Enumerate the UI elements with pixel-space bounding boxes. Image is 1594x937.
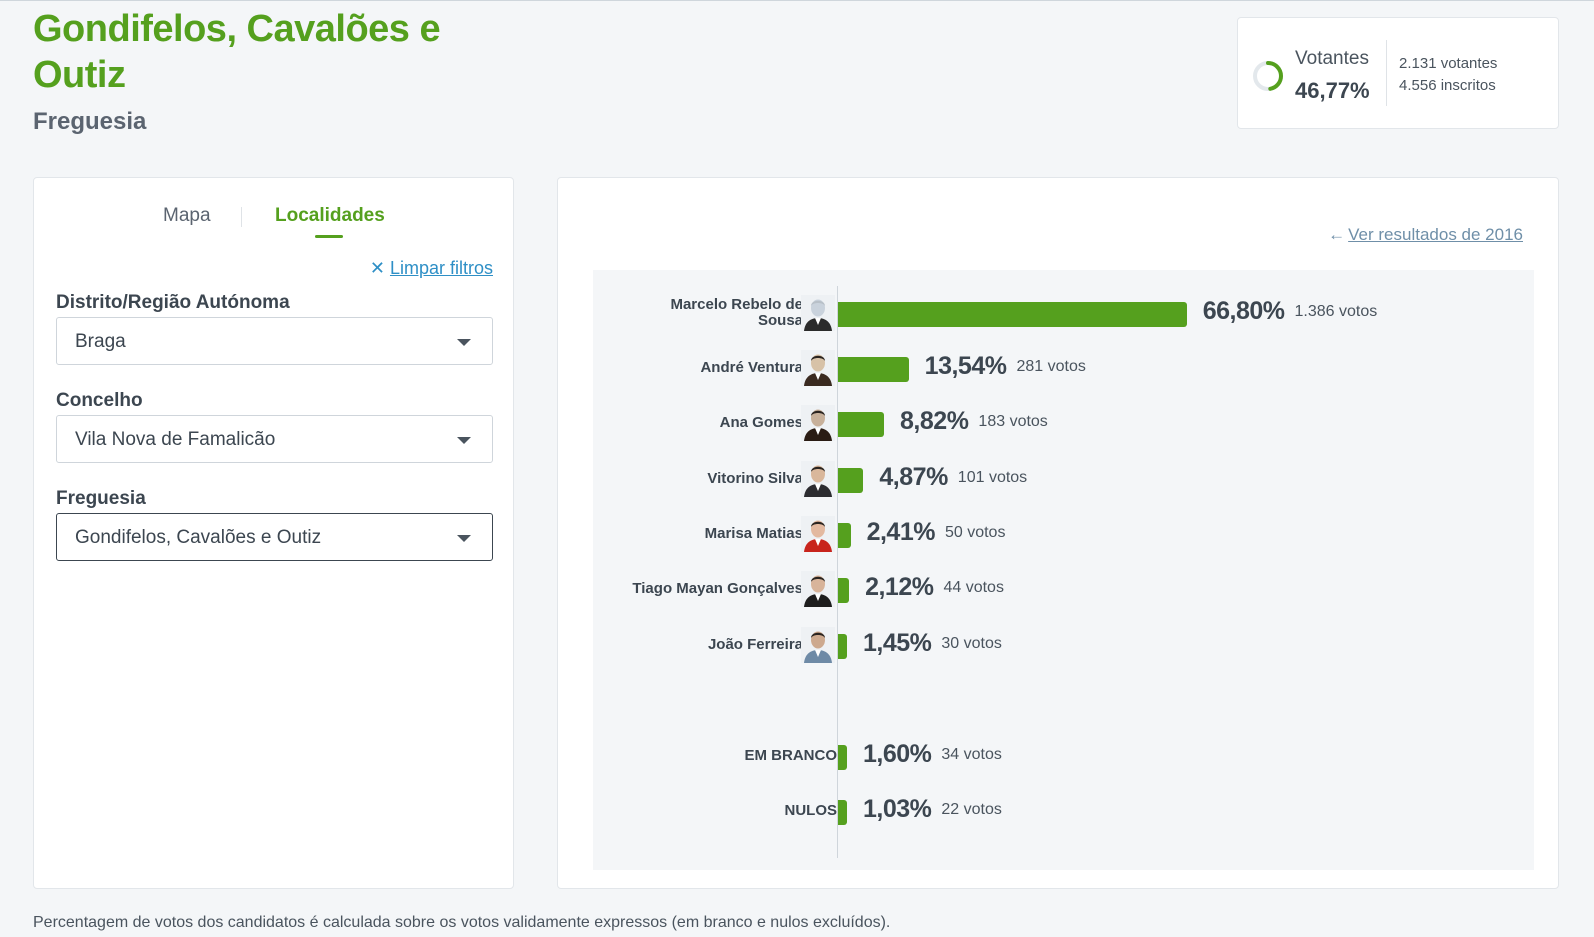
parish-value: Gondifelos, Cavalões e Outiz [75, 527, 322, 548]
chart-percent-label: 13,54% [924, 352, 1007, 380]
arrow-left-icon: ← [1328, 225, 1346, 244]
chart-row-nulos: NULOS 1,03% 22 votos [593, 791, 1534, 831]
footnote: Percentagem de votos dos candidatos é ca… [33, 914, 891, 931]
district-label: Distrito/Região Autónoma [56, 292, 290, 313]
chart-category-label: Vitorino Silva [707, 470, 803, 487]
clear-filters-link[interactable]: ✕ Limpar filtros [370, 258, 493, 279]
chart-row-ana-gomes: Ana Gomes 8,82% 183 votos [593, 403, 1534, 443]
turnout-divider [1386, 40, 1387, 106]
chart-axis [837, 286, 838, 858]
parish-select[interactable]: Gondifelos, Cavalões e Outiz [56, 513, 493, 561]
chart-category-label: João Ferreira [707, 636, 803, 653]
chart-percent-label: 1,60% [863, 740, 932, 768]
chart-category-label: Marcelo Rebelo de Sousa [670, 296, 803, 329]
chart-votes-label: 50 votos [944, 524, 1006, 541]
turnout-label: Votantes [1295, 48, 1369, 69]
chart-votes-label: 183 votos [978, 413, 1048, 430]
candidate-avatar [801, 350, 835, 386]
parish-label: Freguesia [56, 488, 146, 509]
chart-votes-label: 34 votos [941, 746, 1002, 763]
chevron-down-icon [457, 339, 471, 346]
chart-votes-label: 44 votos [943, 579, 1004, 596]
page-title: Gondifelos, Cavalões e Outiz [33, 8, 441, 96]
chart-bar [838, 745, 847, 770]
chart-category-label: Marisa Matias [704, 525, 803, 542]
candidate-avatar [801, 405, 835, 441]
chart-bar [838, 357, 909, 382]
chart-votes-label: 22 votos [941, 801, 1002, 818]
tab-separator [241, 207, 242, 227]
previous-results-label: Ver resultados de 2016 [1348, 225, 1523, 244]
results-chart: Marcelo Rebelo de Sousa 66,80% 1.386 votos… [593, 270, 1534, 870]
chart-category-label: EM BRANCO [744, 747, 838, 764]
chart-row-tiago-mayan-goncalves: Tiago Mayan Gonçalves 2,12% 44 votos [593, 569, 1534, 609]
turnout-card: Votantes 46,77% 2.131 votantes 4.556 ins… [1237, 17, 1559, 129]
candidate-avatar [801, 627, 835, 663]
chart-votes-label: 281 votos [1016, 358, 1086, 375]
turnout-progress-ring [1253, 61, 1283, 91]
chart-bar [838, 800, 847, 825]
chart-votes-label: 101 votos [957, 469, 1028, 486]
candidate-avatar [801, 295, 835, 331]
chart-bar [838, 412, 885, 437]
tab-localities[interactable]: Localidades [275, 205, 385, 226]
page-subtitle: Freguesia [33, 108, 147, 135]
municipality-label: Concelho [56, 390, 143, 411]
chart-row-vitorino-silva: Vitorino Silva 4,87% 101 votos [593, 459, 1534, 499]
municipality-value: Vila Nova de Famalicão [75, 429, 276, 450]
chart-bar [838, 578, 850, 603]
chart-bar [838, 523, 851, 548]
active-tab-indicator [315, 235, 343, 238]
chart-percent-label: 1,03% [863, 795, 932, 823]
chart-votes-label: 30 votos [941, 635, 1002, 652]
turnout-voters: 2.131 votantes [1399, 55, 1498, 72]
results-panel: ← Ver resultados de 2016 Marcelo Rebelo d… [557, 177, 1559, 889]
chart-percent-label: 8,82% [900, 407, 969, 435]
chart-category-label: André Ventura [700, 359, 803, 376]
chart-percent-label: 1,45% [863, 629, 932, 657]
chart-row-marisa-matias: Marisa Matias 2,41% 50 votos [593, 514, 1534, 554]
previous-results-link[interactable]: ← Ver resultados de 2016 [1328, 225, 1523, 245]
chevron-down-icon [457, 535, 471, 542]
chart-bar [838, 634, 847, 659]
chart-category-label: Tiago Mayan Gonçalves [632, 580, 803, 597]
chart-row-marcelo-rebelo-de-sousa: Marcelo Rebelo de Sousa 66,80% 1.386 votos [593, 293, 1534, 333]
district-select[interactable]: Braga [56, 317, 493, 365]
chart-category-label: NULOS [784, 802, 838, 819]
chart-percent-label: 66,80% [1202, 297, 1285, 325]
filter-panel: Mapa Localidades ✕ Limpar filtros Distrit… [33, 177, 514, 889]
turnout-percent: 46,77% [1295, 78, 1370, 103]
close-icon: ✕ [369, 258, 385, 278]
chart-percent-label: 4,87% [879, 463, 948, 491]
chart-row-em-branco: EM BRANCO 1,60% 34 votos [593, 736, 1534, 776]
chart-row-andre-ventura: André Ventura 13,54% 281 votos [593, 348, 1534, 388]
candidate-avatar [801, 516, 835, 552]
chart-percent-label: 2,41% [866, 518, 936, 546]
tab-map[interactable]: Mapa [163, 205, 211, 226]
chevron-down-icon [457, 437, 471, 444]
chart-bar [838, 302, 1187, 327]
chart-votes-label: 1.386 votos [1294, 303, 1378, 320]
turnout-registered: 4.556 inscritos [1399, 77, 1496, 94]
candidate-avatar [801, 461, 835, 497]
district-value: Braga [75, 331, 126, 352]
chart-row-joao-ferreira: João Ferreira 1,45% 30 votos [593, 625, 1534, 665]
candidate-avatar [801, 571, 835, 607]
municipality-select[interactable]: Vila Nova de Famalicão [56, 415, 493, 463]
top-border [0, 0, 1594, 1]
chart-bar [838, 468, 864, 493]
chart-category-label: Ana Gomes [719, 414, 803, 431]
chart-percent-label: 2,12% [865, 573, 934, 601]
clear-filters-label: Limpar filtros [389, 258, 493, 278]
